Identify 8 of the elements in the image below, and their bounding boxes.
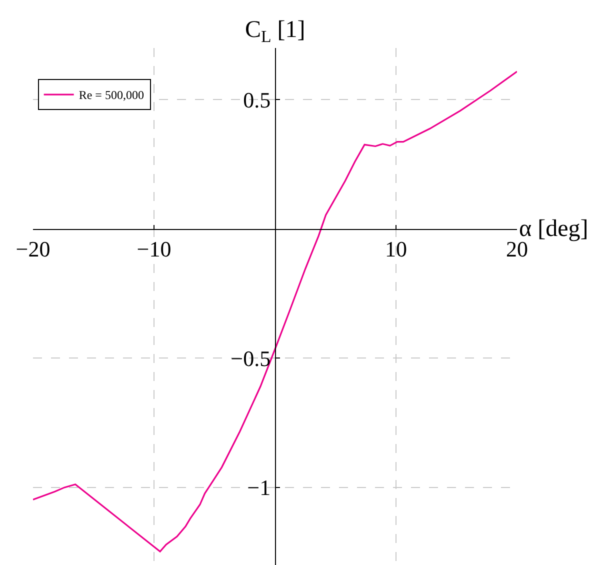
x-tick-label: −10	[136, 236, 172, 262]
y-axis-title: C$_{L}$ [1]	[245, 17, 306, 46]
x-tick-label: −20	[16, 236, 50, 262]
y-tick-label: 0.5	[243, 87, 271, 112]
x-tick-label: 10	[385, 236, 407, 262]
y-tick-label: −0.5	[230, 346, 271, 371]
y-tick-label: −1	[247, 475, 271, 500]
legend-label: Re = 500,000	[78, 88, 144, 102]
